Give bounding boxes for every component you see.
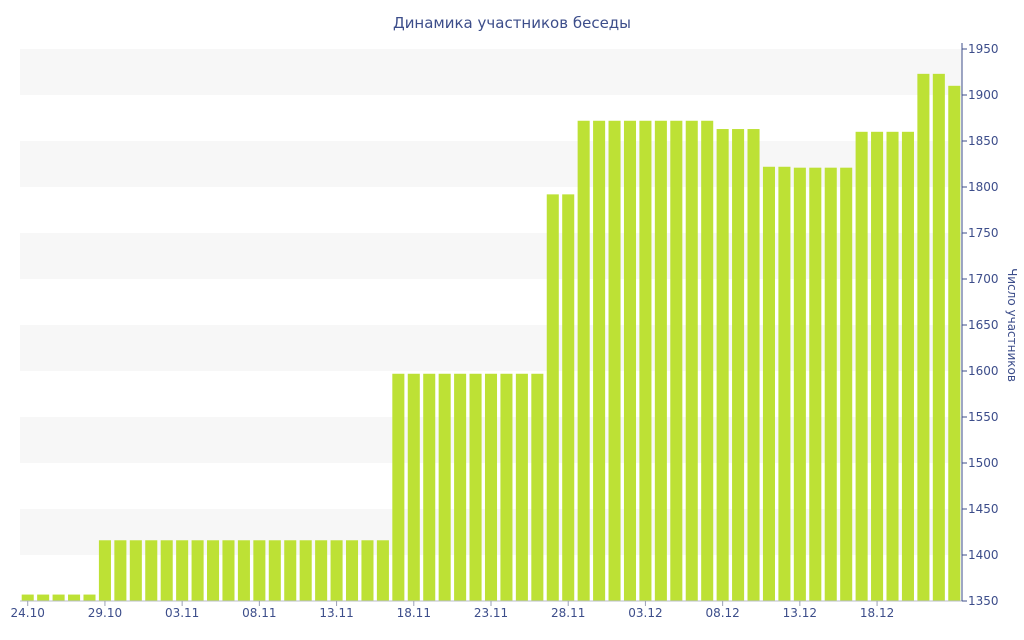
y-tick-label: 1500 <box>968 456 999 470</box>
bar <box>670 120 683 601</box>
y-tick-label: 1950 <box>968 42 999 56</box>
x-tick-label: 08.11 <box>242 606 276 620</box>
bars <box>21 73 961 602</box>
x-tick-label: 13.11 <box>319 606 353 620</box>
bar <box>145 540 158 601</box>
x-tick-label: 18.11 <box>397 606 431 620</box>
y-tick-label: 1850 <box>968 134 999 148</box>
bar <box>345 540 359 601</box>
bar <box>793 167 806 601</box>
bar <box>268 540 281 601</box>
y-tick-label: 1750 <box>968 226 999 240</box>
bar <box>52 594 65 601</box>
grid-band <box>20 49 962 95</box>
x-axis: 24.10 29.10 03.11 08.11 13.11 18.11 23.11 28.11… <box>11 600 962 620</box>
bar <box>407 373 420 601</box>
bar <box>361 540 374 601</box>
bar <box>840 167 853 601</box>
bar <box>685 120 698 601</box>
y-tick-label: 1650 <box>968 318 999 332</box>
x-tick-label: 08.12 <box>705 606 739 620</box>
y-axis-label: Число участников <box>1005 268 1019 382</box>
bar <box>886 131 899 602</box>
bar <box>732 129 745 602</box>
x-tick-label: 18.12 <box>860 606 894 620</box>
bar <box>315 540 328 601</box>
bar <box>562 194 575 602</box>
chart-title: Динамика участников беседы <box>393 14 631 32</box>
y-tick-label: 1600 <box>968 364 999 378</box>
bar <box>762 166 775 601</box>
bar <box>191 540 204 601</box>
bar <box>129 540 142 601</box>
y-axis: 1350 1400 1450 1500 1550 1600 1650 1700 1750 1800… <box>961 42 999 608</box>
bar <box>222 540 235 601</box>
bar <box>778 166 791 601</box>
bar <box>176 540 189 601</box>
bar <box>871 131 884 602</box>
bar <box>546 194 559 602</box>
bar <box>500 373 513 601</box>
bar <box>577 120 590 601</box>
bar <box>454 373 467 601</box>
bar <box>608 120 621 601</box>
bar <box>623 120 637 601</box>
bar <box>932 73 945 602</box>
x-tick-label: 29.10 <box>88 606 122 620</box>
bar <box>654 120 667 601</box>
x-tick-label: 13.12 <box>783 606 817 620</box>
bar <box>114 540 127 601</box>
x-tick-label: 03.11 <box>165 606 199 620</box>
bar <box>701 120 714 601</box>
x-tick-label: 03.12 <box>628 606 662 620</box>
bar <box>824 167 837 601</box>
bar <box>917 73 930 602</box>
bar <box>531 373 544 601</box>
bar <box>98 540 111 601</box>
x-tick-label: 23.11 <box>474 606 508 620</box>
bar <box>392 373 405 601</box>
y-tick-label: 1400 <box>968 548 999 562</box>
x-tick-label: 24.10 <box>11 606 45 620</box>
bar <box>237 540 250 601</box>
bar <box>330 540 343 601</box>
bar <box>747 129 760 602</box>
bar <box>83 594 96 601</box>
y-tick-label: 1900 <box>968 88 999 102</box>
bar <box>484 373 498 601</box>
bar <box>593 120 606 601</box>
bar <box>68 594 81 601</box>
y-tick-label: 1450 <box>968 502 999 516</box>
bar <box>639 120 652 601</box>
bar <box>423 373 436 601</box>
bar <box>716 129 729 602</box>
y-tick-label: 1800 <box>968 180 999 194</box>
bar <box>299 540 312 601</box>
bar <box>809 167 822 601</box>
bar <box>160 540 173 601</box>
bar <box>37 594 50 601</box>
bar <box>207 540 220 601</box>
bar <box>469 373 482 601</box>
bar <box>948 85 961 602</box>
bar <box>855 131 868 602</box>
bar <box>515 373 528 601</box>
y-tick-label: 1550 <box>968 410 999 424</box>
bar <box>376 540 389 601</box>
bar <box>284 540 297 601</box>
y-tick-label: 1700 <box>968 272 999 286</box>
bar <box>21 594 34 601</box>
bar <box>438 373 451 601</box>
y-tick-label: 1350 <box>968 594 999 608</box>
bar <box>253 540 266 601</box>
bar <box>901 131 914 602</box>
x-tick-label: 28.11 <box>551 606 585 620</box>
